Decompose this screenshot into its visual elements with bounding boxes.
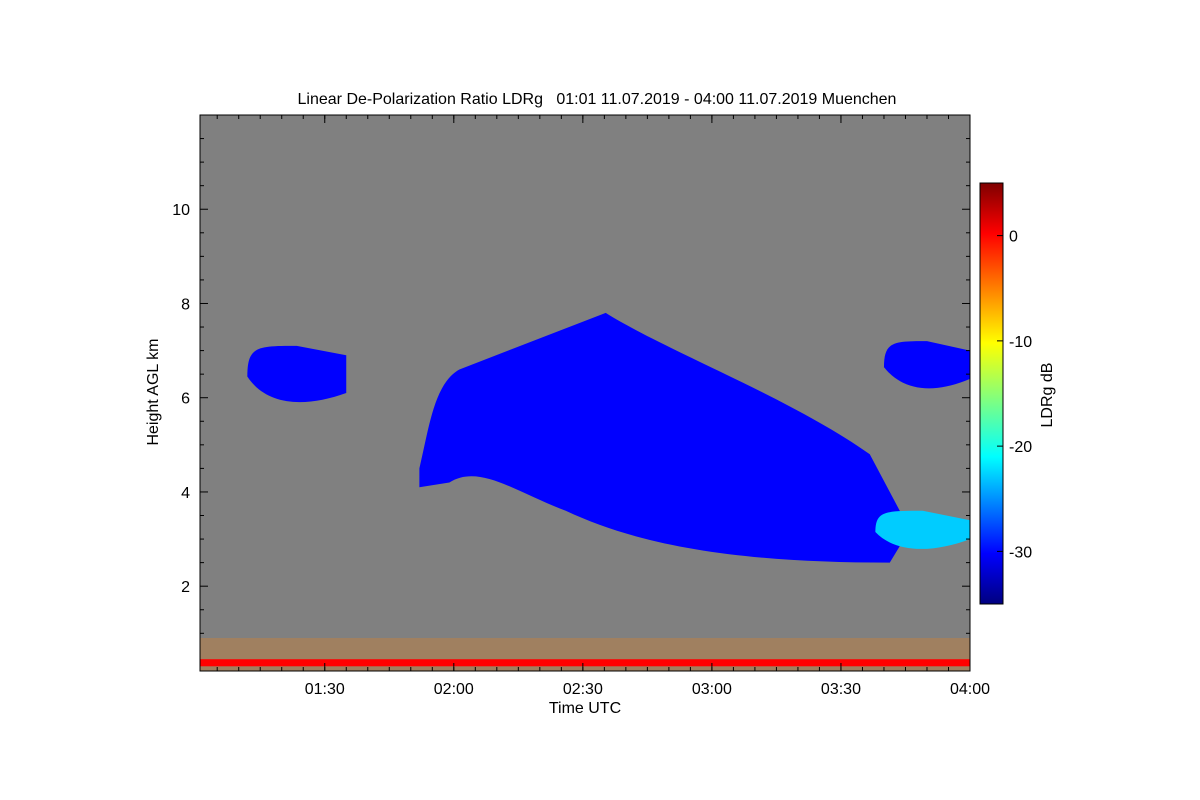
chart-title: Linear De-Polarization Ratio LDRg 01:01 … — [298, 91, 897, 108]
cloud-feature — [419, 312, 910, 563]
colorbar — [979, 182, 1004, 605]
colorbar-tick-label: -10 — [1009, 334, 1032, 351]
x-tick-label: 01:30 — [305, 681, 345, 698]
y-tick-label: 4 — [181, 485, 190, 502]
cloud-feature — [247, 345, 347, 403]
surface-strip — [200, 659, 970, 667]
colorbar-label: LDRg dB — [1039, 363, 1056, 428]
x-tick-label: 03:00 — [692, 681, 732, 698]
x-axis: 01:30 02:00 02:30 03:00 03:30 04:00 — [216, 115, 990, 698]
y-tick-label: 6 — [181, 391, 190, 408]
y-tick-label: 2 — [181, 579, 190, 596]
colorbar-tick-label: -20 — [1009, 439, 1032, 456]
y-axis-label: Height AGL km — [145, 338, 162, 445]
colorbar-tick-label: 0 — [1009, 229, 1018, 246]
x-tick-label: 02:30 — [563, 681, 603, 698]
x-tick-label: 02:00 — [434, 681, 474, 698]
cloud-feature — [883, 341, 970, 389]
x-tick-label: 03:30 — [821, 681, 861, 698]
cloud-feature — [875, 510, 970, 549]
y-axis: 2 4 6 8 10 — [172, 138, 970, 634]
y-tick-label: 8 — [181, 296, 190, 313]
x-tick-label: 04:00 — [950, 681, 990, 698]
plot-frame — [199, 114, 971, 672]
y-tick-label: 10 — [172, 202, 190, 219]
plot-area — [200, 115, 970, 671]
x-axis-label: Time UTC — [549, 700, 621, 717]
colorbar-ticks: 0 -10 -20 -30 — [997, 229, 1032, 561]
colorbar-tick-label: -30 — [1009, 544, 1032, 561]
